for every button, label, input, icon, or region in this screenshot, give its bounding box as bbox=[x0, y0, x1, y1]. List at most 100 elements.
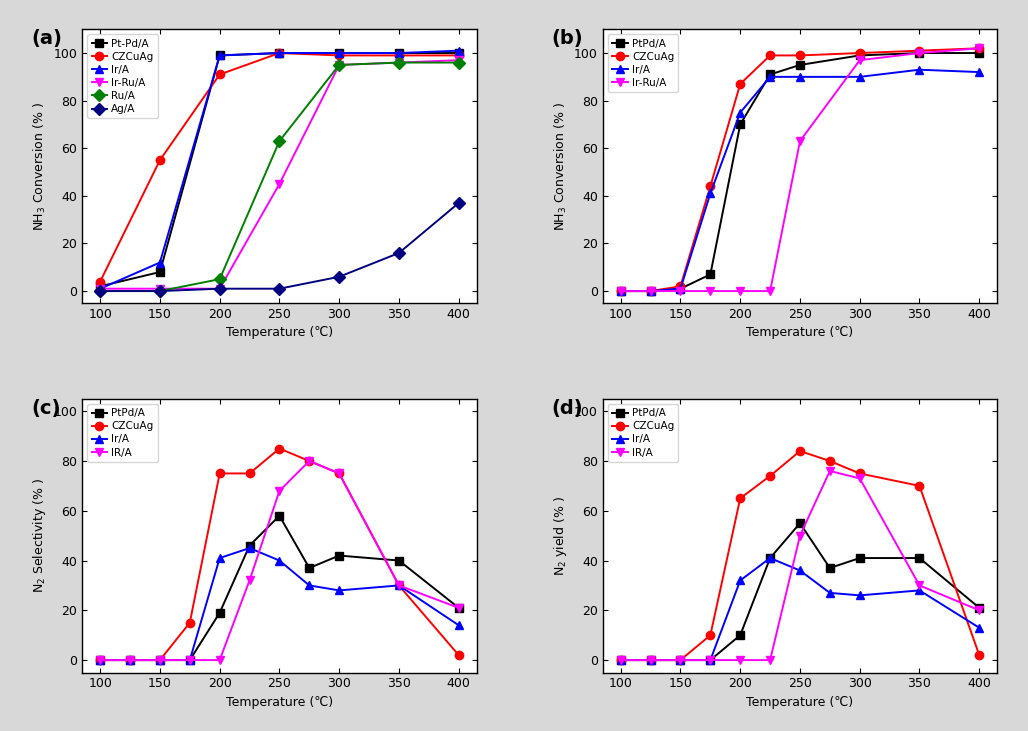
PtPd/A bbox=[333, 551, 345, 560]
CZCuAg bbox=[244, 469, 256, 478]
IR/A bbox=[704, 656, 717, 664]
PtPd/A bbox=[764, 553, 776, 562]
Ir-Ru/A bbox=[393, 58, 405, 67]
CZCuAg bbox=[764, 471, 776, 480]
Ir/A bbox=[184, 656, 196, 664]
Ir/A bbox=[794, 566, 806, 575]
IR/A bbox=[734, 656, 746, 664]
CZCuAg bbox=[273, 444, 286, 453]
IR/A bbox=[974, 606, 986, 615]
Ir/A bbox=[704, 189, 717, 198]
Ru/A bbox=[214, 275, 226, 284]
Pt-Pd/A bbox=[452, 49, 465, 58]
Line: Ag/A: Ag/A bbox=[96, 199, 463, 295]
IR/A bbox=[794, 531, 806, 540]
Ir/A bbox=[94, 656, 106, 664]
IR/A bbox=[615, 656, 627, 664]
Ir/A bbox=[645, 287, 657, 295]
Ir/A bbox=[303, 581, 316, 590]
CZCuAg bbox=[452, 651, 465, 659]
Ir-Ru/A bbox=[734, 287, 746, 295]
Ir-Ru/A bbox=[704, 287, 717, 295]
Ir/A bbox=[734, 576, 746, 585]
Ir-Ru/A bbox=[154, 284, 167, 293]
Ir/A bbox=[123, 656, 136, 664]
PtPd/A bbox=[615, 287, 627, 295]
IR/A bbox=[452, 603, 465, 612]
Ir/A bbox=[674, 656, 687, 664]
CZCuAg bbox=[214, 469, 226, 478]
Ag/A bbox=[273, 284, 286, 293]
Line: Ir-Ru/A: Ir-Ru/A bbox=[617, 44, 984, 295]
PtPd/A bbox=[154, 656, 167, 664]
Line: Pt-Pd/A: Pt-Pd/A bbox=[96, 49, 463, 290]
Ag/A bbox=[393, 249, 405, 257]
Pt-Pd/A bbox=[214, 51, 226, 60]
Pt-Pd/A bbox=[333, 49, 345, 58]
Pt-Pd/A bbox=[393, 49, 405, 58]
PtPd/A bbox=[452, 603, 465, 612]
Ir/A bbox=[154, 258, 167, 267]
PtPd/A bbox=[645, 656, 657, 664]
CZCuAg bbox=[273, 49, 286, 58]
PtPd/A bbox=[704, 270, 717, 279]
Ag/A bbox=[94, 287, 106, 295]
PtPd/A bbox=[393, 556, 405, 565]
CZCuAg bbox=[794, 51, 806, 60]
CZCuAg bbox=[734, 494, 746, 503]
Ir/A bbox=[853, 591, 866, 599]
CZCuAg bbox=[615, 287, 627, 295]
CZCuAg bbox=[393, 581, 405, 590]
PtPd/A bbox=[123, 656, 136, 664]
Ir/A bbox=[674, 284, 687, 293]
PtPd/A bbox=[974, 603, 986, 612]
Ir/A bbox=[704, 656, 717, 664]
Ir/A bbox=[764, 72, 776, 81]
Line: PtPd/A: PtPd/A bbox=[96, 512, 463, 664]
CZCuAg bbox=[853, 469, 866, 478]
CZCuAg bbox=[184, 618, 196, 627]
Ir/A bbox=[974, 624, 986, 632]
IR/A bbox=[823, 466, 836, 475]
CZCuAg bbox=[674, 282, 687, 291]
CZCuAg bbox=[823, 457, 836, 466]
IR/A bbox=[913, 581, 925, 590]
Ir/A bbox=[913, 586, 925, 595]
CZCuAg bbox=[615, 656, 627, 664]
PtPd/A bbox=[273, 512, 286, 520]
CZCuAg bbox=[734, 80, 746, 88]
PtPd/A bbox=[303, 564, 316, 572]
CZCuAg bbox=[452, 51, 465, 60]
CZCuAg bbox=[303, 457, 316, 466]
Ir/A bbox=[94, 284, 106, 293]
CZCuAg bbox=[674, 656, 687, 664]
PtPd/A bbox=[734, 120, 746, 129]
Ir/A bbox=[615, 287, 627, 295]
Legend: PtPd/A, CZCuAg, Ir/A, IR/A: PtPd/A, CZCuAg, Ir/A, IR/A bbox=[608, 404, 678, 462]
Line: Ir/A: Ir/A bbox=[617, 66, 984, 295]
IR/A bbox=[303, 457, 316, 466]
Ir-Ru/A bbox=[974, 44, 986, 53]
Ir-Ru/A bbox=[333, 61, 345, 69]
PtPd/A bbox=[734, 631, 746, 640]
CZCuAg bbox=[974, 651, 986, 659]
Ir/A bbox=[452, 621, 465, 629]
CZCuAg bbox=[704, 631, 717, 640]
Ir/A bbox=[974, 68, 986, 77]
IR/A bbox=[645, 656, 657, 664]
Ir-Ru/A bbox=[913, 49, 925, 58]
IR/A bbox=[273, 486, 286, 495]
Ir/A bbox=[333, 49, 345, 58]
Pt-Pd/A bbox=[94, 282, 106, 291]
CZCuAg bbox=[853, 49, 866, 58]
Ir/A bbox=[794, 72, 806, 81]
PtPd/A bbox=[794, 61, 806, 69]
Text: (d): (d) bbox=[552, 399, 583, 418]
Ir-Ru/A bbox=[452, 56, 465, 64]
Text: (c): (c) bbox=[31, 399, 61, 418]
PtPd/A bbox=[704, 656, 717, 664]
Line: CZCuAg: CZCuAg bbox=[617, 44, 984, 295]
Line: PtPd/A: PtPd/A bbox=[617, 49, 984, 295]
Ir-Ru/A bbox=[674, 287, 687, 295]
Ir/A bbox=[154, 656, 167, 664]
